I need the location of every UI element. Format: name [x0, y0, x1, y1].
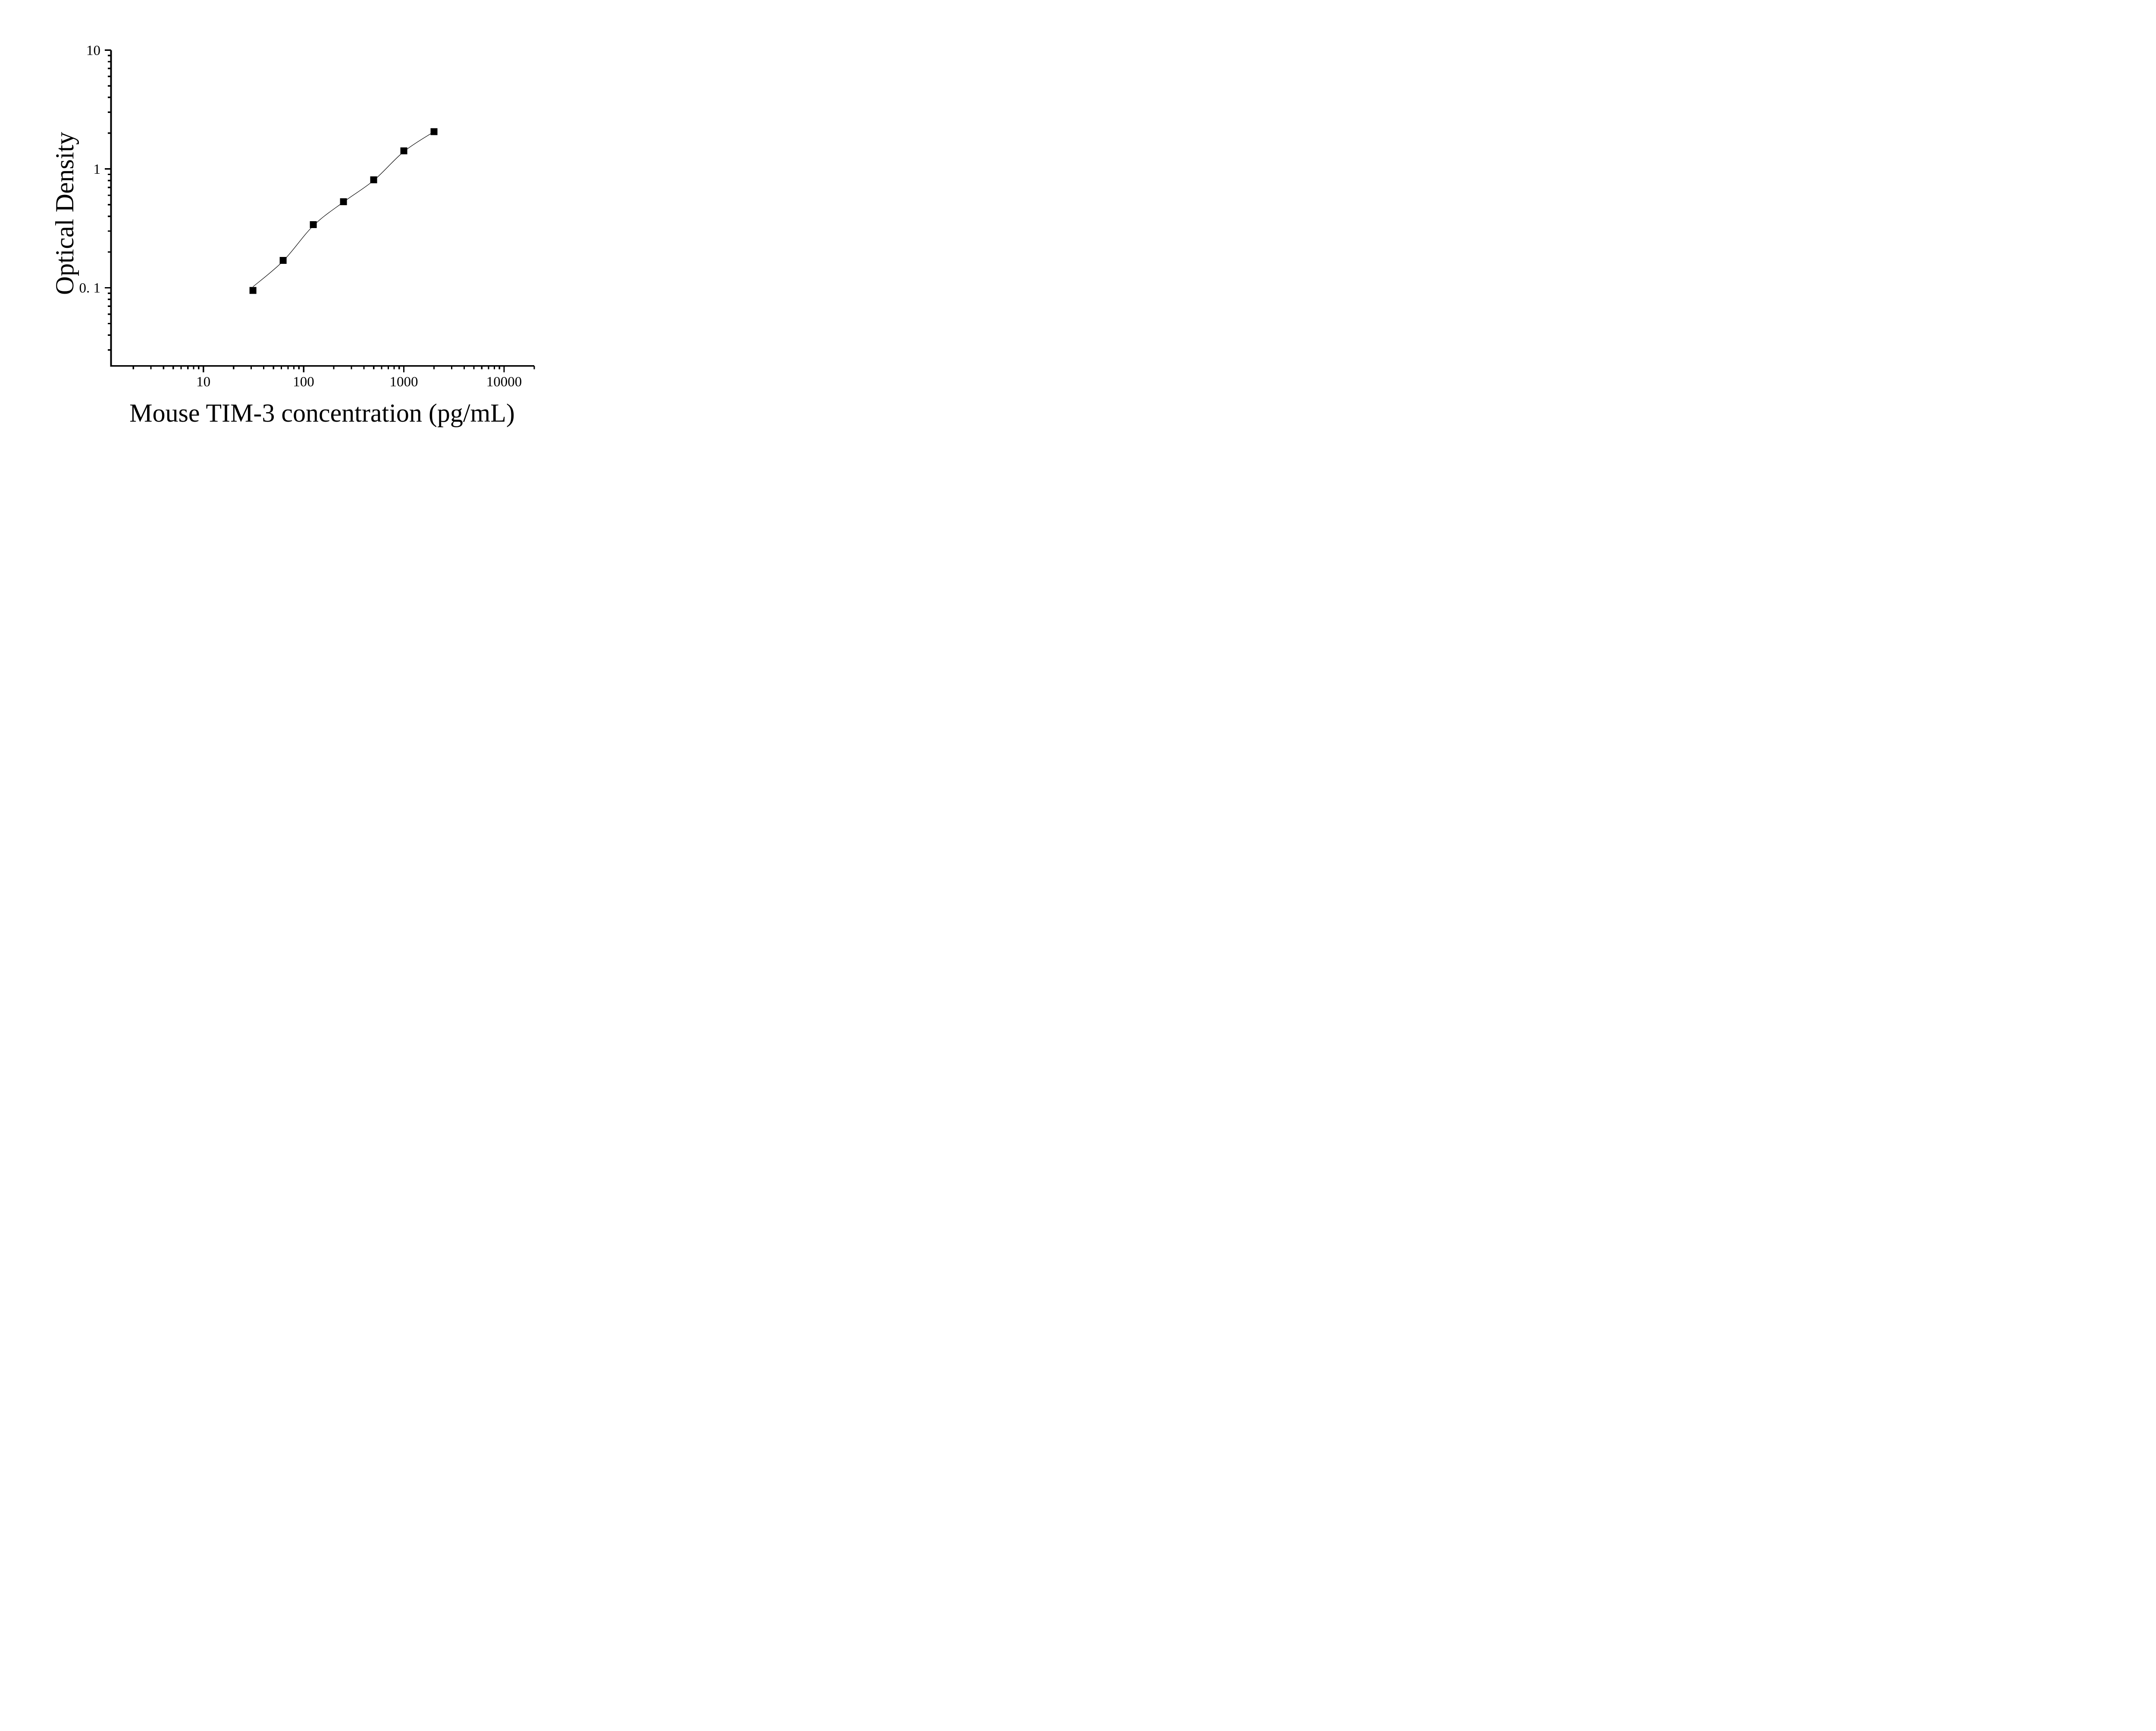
data-point-markers: [249, 128, 438, 294]
y-tick-label: 0. 1: [79, 281, 101, 296]
y-tick-label: 1: [94, 162, 101, 177]
x-tick-label: 10000: [486, 374, 522, 390]
data-point-marker: [430, 128, 438, 135]
chart-canvas: 10 100 1000 10000 10 1 0. 1 Mouse TIM-3 concen…: [50, 43, 535, 427]
axis-tick-labels: 10 100 1000 10000 10 1 0. 1: [79, 43, 522, 390]
x-tick-label: 100: [293, 374, 314, 390]
axes: [110, 50, 534, 367]
elisa-standard-curve-figure: 10 100 1000 10000 10 1 0. 1 Mouse TIM-3 concen…: [0, 0, 620, 433]
data-point-marker: [279, 257, 287, 264]
y-tick-label: 10: [86, 43, 100, 58]
x-tick-label: 1000: [390, 374, 418, 390]
x-tick-label: 10: [196, 374, 210, 390]
axis-ticks: [105, 49, 535, 372]
data-point-marker: [249, 287, 257, 294]
axis-spines: [110, 50, 534, 367]
data-point-marker: [310, 221, 317, 229]
data-point-marker: [370, 176, 377, 184]
y-axis-title: Optical Density: [50, 132, 79, 295]
data-point-marker: [340, 198, 347, 205]
data-point-marker: [400, 147, 407, 154]
x-axis-title: Mouse TIM-3 concentration (pg/mL): [129, 399, 515, 427]
